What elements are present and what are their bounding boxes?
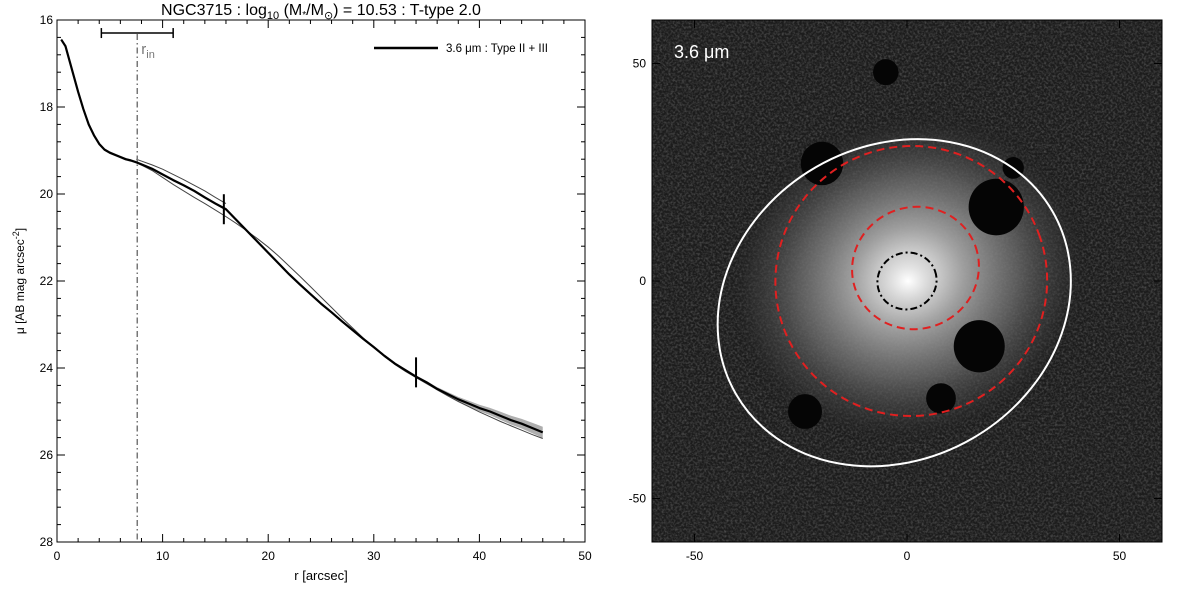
- profile-axes: 0 10 20 30 40 50 16 18 20 22 24 26 28: [40, 13, 592, 563]
- y-tick-label: 28: [40, 535, 54, 549]
- plot-frame: [56, 19, 586, 543]
- profile-series-line: [60, 38, 544, 434]
- image-y-tick-label: 50: [633, 57, 647, 71]
- r-in-label: rin: [141, 41, 155, 61]
- y-tick-label: 26: [40, 448, 54, 462]
- masked-star: [788, 394, 822, 429]
- image-y-tick-label: 0: [639, 274, 646, 288]
- x-tick-label: 10: [156, 549, 170, 563]
- legend: 3.6 μm : Type II + III: [374, 43, 548, 55]
- band-label: 3.6 μm: [674, 42, 729, 62]
- x-tick-label: 30: [367, 549, 381, 563]
- profile-plot-area: [60, 38, 544, 439]
- y-tick-label: 16: [40, 13, 54, 27]
- outer-ellipse: [716, 138, 1072, 468]
- image-axes: -50 0 50 50 0 -50: [629, 20, 1162, 563]
- masked-star: [926, 383, 956, 414]
- image-panel: -50 0 50 50 0 -50 3.6 μm: [629, 19, 1163, 563]
- galaxy-image: [652, 20, 1162, 542]
- x-tick-label: 40: [473, 549, 487, 563]
- legend-label: 3.6 μm : Type II + III: [446, 43, 548, 55]
- break-ellipse-inner: [851, 205, 980, 331]
- star-masks: [788, 59, 1024, 429]
- image-x-tick-label: 0: [904, 549, 911, 563]
- image-x-tick-label: -50: [686, 549, 704, 563]
- masked-star: [968, 178, 1024, 236]
- inner-ellipse: [876, 251, 938, 311]
- galaxy-core: [874, 251, 942, 311]
- image-y-tick-label: -50: [629, 492, 647, 506]
- profile-panel: NGC3715 : log10 (M*/M⊙) = 10.53 : T-type…: [11, 2, 592, 583]
- isophote-ellipses: [716, 138, 1072, 468]
- masked-star: [953, 320, 1005, 373]
- model-profile-line: [135, 161, 543, 439]
- break-ellipse-outer: [774, 145, 1049, 417]
- model-profile-line: [136, 158, 227, 205]
- profile-error-band: [61, 38, 543, 438]
- x-tick-label: 20: [262, 549, 276, 563]
- chart-title: NGC3715 : log10 (M*/M⊙) = 10.53 : T-type…: [161, 2, 481, 22]
- x-tick-label: 50: [578, 549, 592, 563]
- x-axis-label: r [arcsec]: [294, 568, 347, 583]
- x-tick-label: 0: [54, 549, 61, 563]
- y-tick-label: 24: [40, 361, 54, 375]
- y-axis-label: μ [AB mag arcsec-2]: [11, 228, 27, 334]
- y-tick-label: 20: [40, 187, 54, 201]
- profile-annotations: rin: [100, 28, 418, 542]
- y-tick-label: 18: [40, 100, 54, 114]
- masked-star: [873, 59, 899, 86]
- y-tick-label: 22: [40, 274, 54, 288]
- image-x-tick-label: 50: [1113, 549, 1127, 563]
